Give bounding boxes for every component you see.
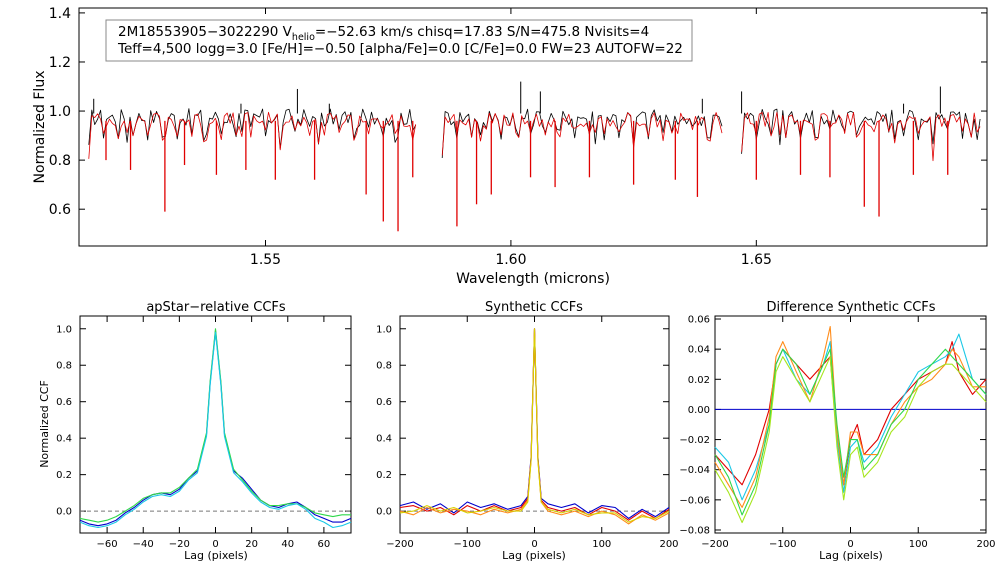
- difference-ccf-x-label: Lag (pixels): [819, 549, 883, 562]
- apstar-ccf-y-label: Normalized CCF: [38, 380, 51, 468]
- synthetic-ccf-y-tick-label: 0.4: [376, 434, 392, 445]
- synthetic-ccf-y-tick-label: 1.0: [376, 324, 392, 335]
- difference-ccf-x-tick-label: 100: [909, 539, 928, 550]
- apstar-ccf-y-tick-label: 0.2: [56, 470, 72, 481]
- difference-ccf-y-tick-label: 0.06: [688, 315, 710, 326]
- spectrum-x-tick-label: 1.55: [250, 252, 281, 268]
- synthetic-ccf-y-tick-label: 0.0: [376, 507, 392, 518]
- synthetic-ccf-series-blue: [399, 328, 670, 519]
- difference-ccf-plot-area: −200 −100 0 100 200 −0.08 −0.06 −0.04 −0.02 0.00 0…: [679, 315, 995, 550]
- apstar-ccf-plot-area: −60 −40 −20 0 20 40 60 0.0 0.2 0.4 0.6 0.8 1.0: [56, 316, 352, 550]
- spectrum-series-red: [741, 112, 981, 162]
- difference-ccf-panel: Difference Synthetic CCFs −200 −100 0 100 20…: [679, 300, 995, 562]
- apstar-ccf-series-green: [79, 328, 351, 523]
- annotation-line-2: Teff=4,500 logg=3.0 [Fe/H]=−0.50 [alpha/…: [117, 41, 683, 57]
- annotation-line-1: 2M18553905−3022290 Vhelio=−52.63 km/s ch…: [118, 24, 649, 43]
- apstar-ccf-frame: [79, 315, 352, 534]
- apstar-ccf-y-tick-label: 0.4: [56, 434, 72, 445]
- difference-ccf-series-lime: [714, 356, 987, 524]
- difference-ccf-series-green: [714, 348, 987, 516]
- apstar-ccf-x-tick-label: 0: [212, 539, 218, 550]
- spectrum-y-tick-label: 0.8: [49, 153, 71, 169]
- apstar-ccf-x-tick-label: 60: [318, 539, 331, 550]
- apstar-ccf-x-tick-label: −40: [133, 539, 154, 550]
- difference-ccf-y-tick-label: −0.04: [679, 465, 710, 476]
- synthetic-ccf-series-yellow: [399, 328, 670, 523]
- synthetic-ccf-title: Synthetic CCFs: [485, 300, 583, 315]
- spectrum-y-tick-label: 1.2: [49, 55, 71, 71]
- synthetic-ccf-x-tick-label: 200: [659, 539, 678, 550]
- synthetic-ccf-panel: Synthetic CCFs −200 −100 0 100 200 0.0 0.2 0.4 0…: [376, 300, 678, 562]
- apstar-ccf-panel: apStar−relative CCFs −60 −40 −20 0 20 40 60 0.0…: [38, 300, 352, 562]
- apstar-ccf-title: apStar−relative CCFs: [146, 300, 286, 315]
- synthetic-ccf-x-tick-label: −100: [454, 539, 481, 550]
- synthetic-ccf-y-tick-label: 0.2: [376, 470, 392, 481]
- apstar-ccf-y-tick-label: 1.0: [56, 324, 72, 335]
- apstar-ccf-x-tick-label: 20: [245, 539, 258, 550]
- difference-ccf-x-tick-label: −100: [769, 539, 796, 550]
- annotation-box: [105, 19, 693, 62]
- spectrum-y-label: Normalized Flux: [32, 71, 48, 184]
- difference-ccf-y-tick-label: −0.08: [679, 525, 710, 536]
- spectrum-plot-area: 1.55 1.60 1.65 0.6 0.8 1.0 1.2 1.4: [49, 6, 987, 268]
- synthetic-ccf-x-tick-label: 0: [531, 539, 537, 550]
- spectrum-panel: 1.55 1.60 1.65 0.6 0.8 1.0 1.2 1.4 2M18553905−3…: [32, 6, 988, 287]
- spectrum-x-label: Wavelength (microns): [456, 271, 610, 287]
- apstar-ccf-series-cyan: [79, 331, 352, 529]
- spectrum-x-tick-label: 1.60: [495, 252, 526, 268]
- spectrum-y-tick-label: 1.0: [49, 104, 71, 120]
- synthetic-ccf-series-orange: [399, 328, 670, 525]
- synthetic-ccf-plot-area: −200 −100 0 100 200 0.0 0.2 0.4 0.6 0.8 1.0: [376, 316, 679, 550]
- spectrum-y-tick-label: 1.4: [49, 6, 71, 22]
- synthetic-ccf-y-tick-label: 0.8: [376, 361, 392, 372]
- synthetic-ccf-x-label: Lag (pixels): [502, 549, 566, 562]
- difference-ccf-x-tick-label: 0: [847, 539, 853, 550]
- spectrum-frame: [78, 7, 988, 247]
- difference-ccf-y-tick-label: −0.06: [679, 495, 710, 506]
- difference-ccf-y-tick-label: −0.02: [679, 435, 710, 446]
- difference-ccf-y-tick-label: 0.04: [688, 345, 710, 356]
- difference-ccf-y-tick-label: 0.02: [688, 375, 710, 386]
- synthetic-ccf-y-tick-label: 0.6: [376, 397, 392, 408]
- difference-ccf-title: Difference Synthetic CCFs: [766, 300, 935, 315]
- spectrum-series-red: [88, 111, 417, 159]
- spectrum-y-tick-label: 0.6: [49, 202, 71, 218]
- apstar-ccf-y-tick-label: 0.8: [56, 361, 72, 372]
- apstar-ccf-y-tick-label: 0.0: [56, 507, 72, 518]
- apstar-ccf-series-blue: [79, 330, 352, 527]
- synthetic-ccf-x-tick-label: −200: [386, 539, 413, 550]
- spectrum-x-tick-label: 1.65: [741, 252, 772, 268]
- apstar-ccf-x-tick-label: 40: [281, 539, 294, 550]
- apstar-ccf-x-tick-label: −20: [169, 539, 190, 550]
- apstar-ccf-x-label: Lag (pixels): [184, 549, 248, 562]
- difference-ccf-x-tick-label: 200: [976, 539, 995, 550]
- apstar-ccf-x-tick-label: −60: [97, 539, 118, 550]
- difference-ccf-frame: [714, 315, 987, 534]
- spectrum-series-red: [441, 112, 723, 156]
- difference-ccf-series-orange: [714, 325, 986, 508]
- synthetic-ccf-x-tick-label: 100: [592, 539, 611, 550]
- apstar-ccf-y-tick-label: 0.6: [56, 397, 72, 408]
- synthetic-ccf-series-red: [399, 328, 670, 521]
- difference-ccf-y-tick-label: 0.00: [688, 405, 710, 416]
- difference-ccf-x-tick-label: −200: [701, 539, 728, 550]
